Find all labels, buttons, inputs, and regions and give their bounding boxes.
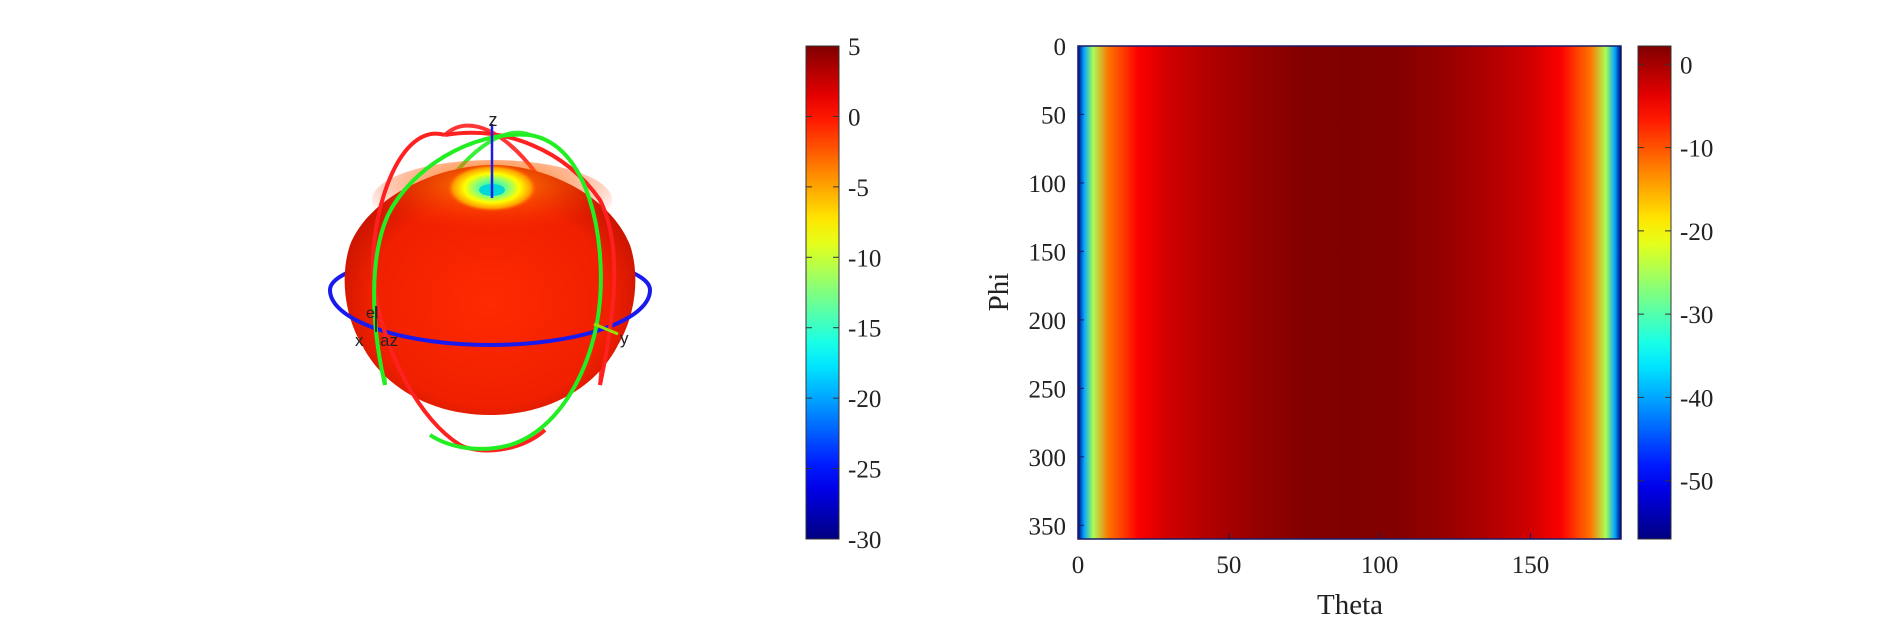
y-tick-label: 250	[1029, 376, 1067, 403]
colorbar-3d-ticks: 5 0 -5 -10 -15 -20 -25 -30	[806, 34, 881, 554]
colorbar-tick-label: -30	[848, 527, 881, 554]
x-tick-label: 150	[1512, 552, 1550, 579]
x-tick-label: 50	[1216, 552, 1241, 579]
y-tick-label: 150	[1029, 239, 1067, 266]
y-tick-label: 300	[1029, 445, 1067, 472]
heatmap-ticks: 0 50 100 150 0 50 100 150 200 250 300 350	[1029, 34, 1550, 579]
colorbar-tick-label: 0	[848, 104, 861, 131]
heatmap-plot-area	[1078, 46, 1621, 539]
y-tick-label: 350	[1029, 513, 1067, 540]
pattern-3d-panel: z el x az y	[328, 110, 652, 453]
azimuth-ring-front	[328, 289, 652, 347]
colorbar-tick-label: -5	[848, 175, 869, 202]
heatmap-frame	[1077, 45, 1622, 540]
colorbar-tick-label: -20	[1680, 219, 1713, 246]
colorbar-tick-label: 0	[1680, 52, 1693, 79]
colorbar-3d: 5 0 -5 -10 -15 -20 -25 -30	[805, 34, 881, 554]
colorbar-tick-label: -40	[1680, 385, 1713, 412]
y-axis-tick	[593, 322, 619, 336]
x-tick-label: 100	[1361, 552, 1399, 579]
colorbar-tick-label: 5	[848, 34, 861, 61]
colorbar-tick-label: -30	[1680, 302, 1713, 329]
colorbar-heatmap: 0 -10 -20 -30 -40 -50	[1637, 45, 1713, 540]
y-tick-label: 100	[1029, 171, 1067, 198]
y-tick-label: 50	[1041, 102, 1066, 129]
colorbar-tick-label: -20	[848, 386, 881, 413]
heatmap-ylabel: Phi	[983, 273, 1015, 312]
az-label: az	[380, 331, 398, 350]
y-tick-label: 0	[1054, 34, 1067, 61]
colorbar-tick-label: -50	[1680, 469, 1713, 496]
y-axis-label: y	[620, 329, 629, 348]
z-axis-label: z	[489, 110, 498, 130]
colorbar-tick-label: -10	[848, 245, 881, 272]
heatmap-panel: 0 50 100 150 0 50 100 150 200 250 300 350 Theta Phi	[983, 34, 1622, 620]
x-axis-label: x	[355, 331, 364, 350]
colorbar-tick-label: -10	[1680, 136, 1713, 163]
heatmap-xlabel: Theta	[1317, 589, 1383, 620]
colorbar-3d-strip	[805, 45, 840, 540]
x-tick-label: 0	[1072, 552, 1085, 579]
colorbar-heatmap-strip	[1637, 45, 1672, 540]
y-tick-label: 200	[1029, 308, 1067, 335]
el-label: el	[366, 305, 378, 322]
colorbar-tick-label: -15	[848, 316, 881, 343]
colorbar-heatmap-ticks: 0 -10 -20 -30 -40 -50	[1638, 52, 1713, 496]
colorbar-tick-label: -25	[848, 457, 881, 484]
